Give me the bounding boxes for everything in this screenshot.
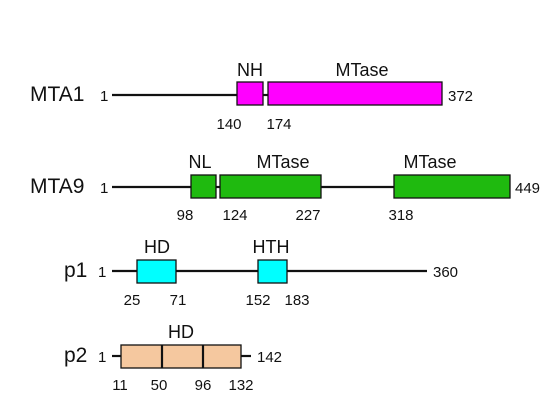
position-label: 25: [124, 292, 141, 309]
protein-name: MTA9: [30, 175, 84, 198]
position-label: 11: [112, 377, 128, 394]
position-label: 140: [216, 116, 241, 133]
protein-name: p2: [64, 344, 87, 367]
start-label: 1: [100, 88, 108, 105]
start-label: 1: [98, 349, 106, 366]
domain-label-nl: NL: [188, 152, 211, 172]
end-label: 372: [448, 88, 473, 105]
domain-label-hd: HD: [144, 237, 170, 257]
end-label: 360: [433, 264, 458, 281]
domain-label-mtase: MTase: [403, 152, 456, 172]
domain-hd: [136, 259, 177, 284]
domain-nh: [236, 81, 264, 106]
position-label: 96: [195, 377, 212, 394]
protein-mta1: MTA1 1 NH MTase 372 140 174: [30, 60, 473, 133]
protein-name: MTA1: [30, 83, 84, 106]
position-label: 132: [228, 377, 253, 394]
position-label: 227: [295, 207, 320, 224]
domain-label-hd: HD: [168, 322, 194, 342]
position-label: 318: [388, 207, 413, 224]
position-label: 124: [222, 207, 247, 224]
position-label: 98: [177, 207, 194, 224]
start-label: 1: [98, 264, 106, 281]
domain-mtase: [267, 81, 443, 106]
protein-name: p1: [64, 259, 87, 282]
domain-hd: [120, 344, 242, 369]
domain-mtase: [219, 174, 322, 199]
domain-nl: [190, 174, 217, 199]
start-label: 1: [100, 180, 108, 197]
end-label: 449: [515, 180, 540, 197]
domain-mtase: [393, 174, 511, 199]
domain-label-hth: HTH: [253, 237, 290, 257]
position-label: 183: [284, 292, 309, 309]
domain-label-mtase: MTase: [335, 60, 388, 80]
protein-p1: p1 1 HD HTH 360 25 71 152 183: [64, 237, 458, 309]
position-label: 50: [151, 377, 168, 394]
end-label: 142: [257, 349, 282, 366]
protein-mta9: MTA9 1 NL MTase MTase 449 98 124 227 318: [30, 152, 540, 224]
domain-label-mtase: MTase: [256, 152, 309, 172]
position-label: 174: [266, 116, 291, 133]
position-label: 152: [245, 292, 270, 309]
protein-p2: p2 1 HD 142 11 50 96 132: [64, 322, 282, 394]
domain-label-nh: NH: [237, 60, 263, 80]
domain-hth: [257, 259, 288, 284]
position-label: 71: [170, 292, 187, 309]
